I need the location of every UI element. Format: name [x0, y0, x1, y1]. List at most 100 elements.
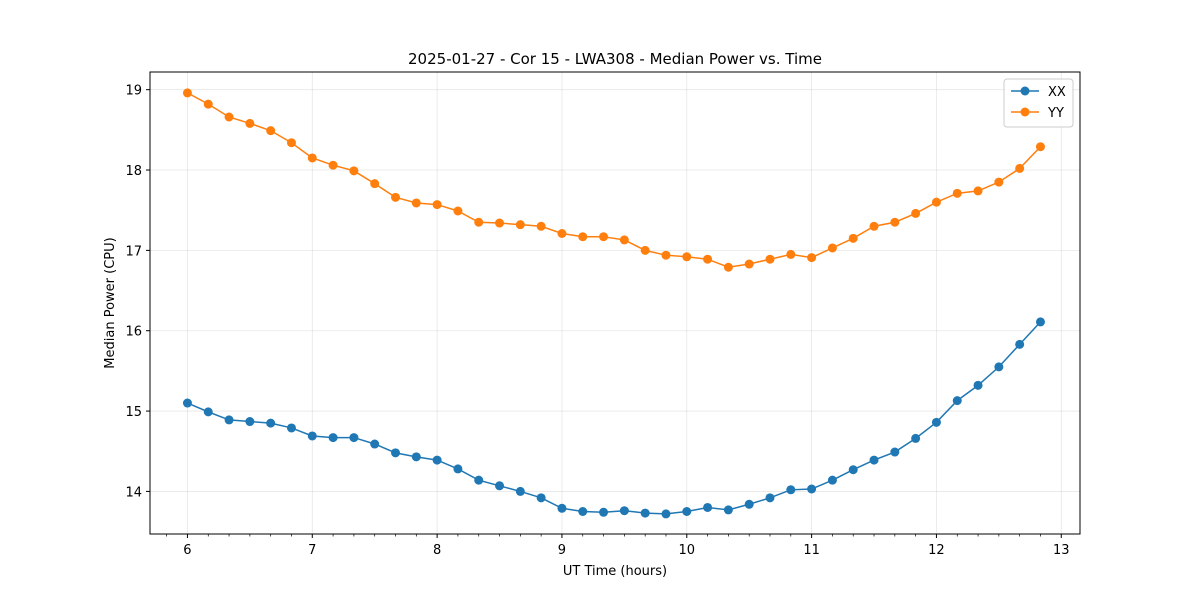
data-point-yy [578, 232, 588, 242]
data-point-yy [682, 252, 692, 262]
data-point-yy [495, 218, 505, 228]
data-point-xx [224, 415, 234, 425]
data-point-xx [432, 455, 442, 465]
data-point-xx [869, 455, 879, 465]
data-point-xx [661, 509, 671, 519]
data-point-xx [557, 503, 567, 513]
data-point-yy [786, 249, 796, 259]
data-point-yy [848, 233, 858, 243]
data-point-xx [765, 493, 775, 503]
legend-marker-xx [1020, 86, 1030, 96]
x-tick-label: 6 [183, 543, 191, 558]
y-tick-label: 18 [125, 164, 142, 179]
data-point-yy [307, 153, 317, 163]
x-tick-label: 13 [1053, 543, 1070, 558]
grid-layer [150, 72, 1080, 534]
x-tick-label: 8 [433, 543, 441, 558]
data-point-xx [328, 433, 338, 443]
legend: XX YY [1003, 78, 1074, 128]
data-point-yy [286, 138, 296, 148]
data-point-xx [682, 507, 692, 517]
legend-marker-yy [1020, 107, 1030, 117]
data-point-xx [1015, 339, 1025, 349]
axis-layer: 6 7 8 9 10 11 12 13 14 15 16 17 18 19 [125, 84, 1069, 558]
data-point-xx [286, 423, 296, 433]
data-point-yy [370, 179, 380, 189]
legend-label-xx: XX [1048, 85, 1066, 100]
data-point-xx [952, 396, 962, 406]
x-axis-label: UT Time (hours) [563, 564, 667, 579]
data-point-yy [952, 188, 962, 198]
data-point-xx [848, 465, 858, 475]
y-tick-label: 16 [125, 325, 142, 340]
data-point-yy [931, 197, 941, 207]
data-point-yy [391, 192, 401, 202]
data-point-yy [599, 232, 609, 242]
data-point-xx [411, 452, 421, 462]
data-point-yy [453, 206, 463, 216]
data-point-yy [328, 160, 338, 170]
data-point-yy [474, 217, 484, 227]
y-tick-label: 14 [125, 485, 142, 500]
data-point-xx [515, 486, 525, 496]
data-point-xx [245, 417, 255, 427]
data-point-yy [744, 259, 754, 269]
data-point-yy [245, 118, 255, 128]
data-point-xx [786, 485, 796, 495]
y-axis-label: Median Power (CPU) [103, 237, 118, 368]
data-point-yy [723, 262, 733, 272]
data-point-yy [827, 243, 837, 253]
x-tick-label: 10 [679, 543, 696, 558]
data-point-yy [661, 250, 671, 260]
data-point-xx [931, 417, 941, 427]
data-point-xx [599, 507, 609, 517]
data-point-yy [557, 228, 567, 238]
data-point-yy [890, 217, 900, 227]
legend-label-yy: YY [1047, 106, 1064, 121]
data-point-yy [619, 235, 629, 245]
plot-frame [149, 71, 1081, 535]
data-point-yy [973, 186, 983, 196]
data-point-yy [1015, 163, 1025, 173]
x-tick-label: 9 [558, 543, 566, 558]
x-tick-label: 11 [803, 543, 820, 558]
data-point-xx [744, 499, 754, 509]
data-point-xx [827, 475, 837, 485]
data-point-yy [994, 177, 1004, 187]
data-point-yy [911, 208, 921, 218]
data-point-yy [536, 221, 546, 231]
data-point-xx [182, 398, 192, 408]
data-point-xx [578, 507, 588, 517]
data-point-yy [703, 254, 713, 264]
data-point-xx [890, 447, 900, 457]
data-point-xx [495, 481, 505, 491]
data-point-yy [765, 254, 775, 264]
data-point-xx [994, 362, 1004, 372]
series-layer [182, 88, 1045, 519]
x-tick-label: 7 [308, 543, 316, 558]
data-point-xx [266, 418, 276, 428]
data-point-xx [640, 508, 650, 518]
data-point-xx [911, 433, 921, 443]
data-point-xx [973, 380, 983, 390]
y-tick-label: 19 [125, 84, 142, 99]
data-point-xx [723, 505, 733, 515]
data-point-xx [203, 407, 213, 417]
data-point-xx [349, 433, 359, 443]
data-point-yy [182, 88, 192, 98]
y-tick-label: 15 [125, 405, 142, 420]
data-point-yy [807, 253, 817, 263]
data-point-xx [391, 448, 401, 458]
data-point-yy [515, 220, 525, 230]
data-point-xx [370, 439, 380, 449]
data-point-xx [619, 506, 629, 516]
data-point-xx [453, 464, 463, 474]
data-point-xx [307, 431, 317, 441]
data-point-yy [869, 221, 879, 231]
data-point-yy [203, 99, 213, 109]
data-point-yy [1035, 142, 1045, 152]
data-point-xx [536, 493, 546, 503]
data-point-xx [703, 502, 713, 512]
